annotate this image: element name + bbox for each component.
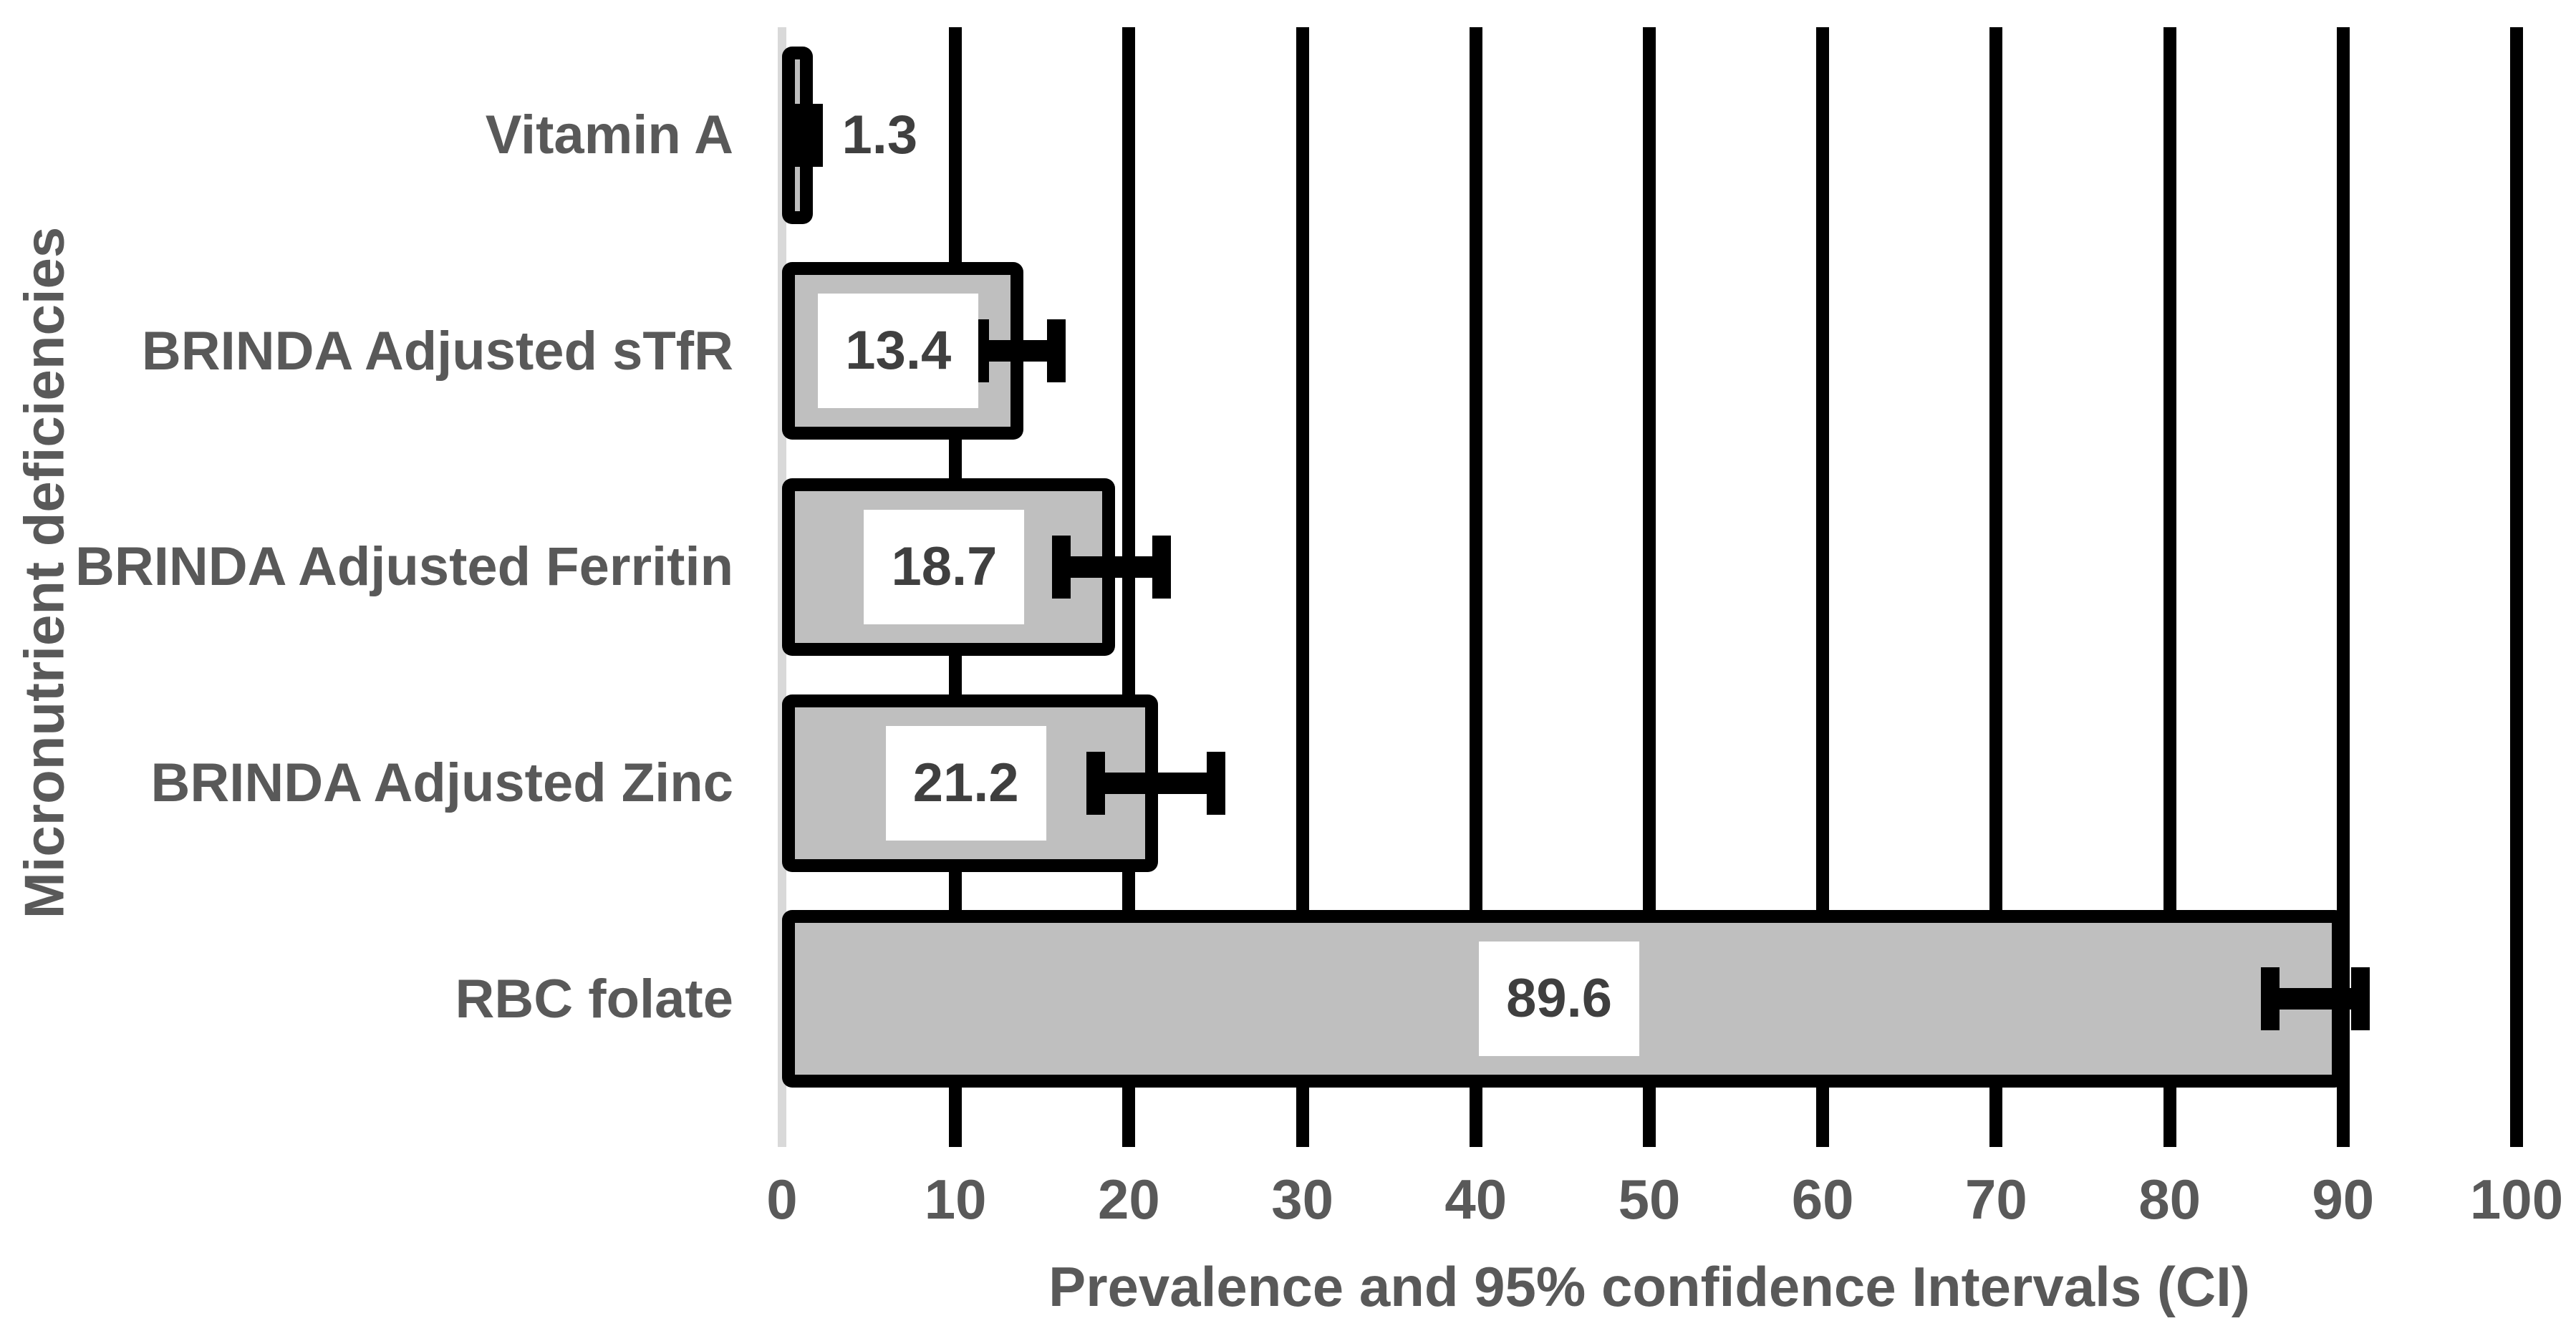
x-tick-label-100: 100 bbox=[2469, 1168, 2564, 1231]
x-tick-label-0: 0 bbox=[766, 1168, 798, 1231]
bar-row: 89.6 bbox=[782, 891, 2517, 1107]
error-bar-cap-high bbox=[1046, 319, 1066, 383]
bar-row: 1.3 bbox=[782, 27, 2517, 243]
error-bar-cap-low bbox=[1086, 751, 1106, 815]
error-bar-cap-low bbox=[786, 103, 806, 167]
value-label: 1.3 bbox=[834, 77, 925, 193]
x-tick-label-40: 40 bbox=[1444, 1168, 1508, 1231]
category-label: BRINDA Adjusted sTfR bbox=[141, 320, 733, 382]
category-axis: Vitamin A BRINDA Adjusted sTfR BRINDA Adju… bbox=[74, 27, 782, 1107]
category-label: BRINDA Adjusted Ferritin bbox=[74, 536, 733, 598]
category-label: RBC folate bbox=[455, 968, 733, 1030]
bar-row: 18.7 bbox=[782, 459, 2517, 675]
bar-row: 21.2 bbox=[782, 675, 2517, 891]
value-label: 18.7 bbox=[864, 509, 1025, 624]
bar-row: 13.4 bbox=[782, 243, 2517, 460]
error-bar-cap-high bbox=[1206, 751, 1225, 815]
value-label: 13.4 bbox=[818, 294, 979, 409]
error-bar-cap-high bbox=[2351, 967, 2370, 1031]
gridline-100 bbox=[2510, 27, 2523, 1147]
x-tick-label-50: 50 bbox=[1618, 1168, 1681, 1231]
gridline-70 bbox=[1989, 27, 2003, 1147]
error-bar-cap-high bbox=[804, 103, 823, 167]
error-bar-line bbox=[1096, 772, 1216, 794]
x-tick-label-80: 80 bbox=[2138, 1168, 2201, 1231]
x-axis-tick-labels: 0 10 20 30 40 50 60 70 80 90 100 bbox=[766, 1160, 2563, 1239]
x-tick-label-90: 90 bbox=[2312, 1168, 2375, 1231]
value-label: 21.2 bbox=[885, 725, 1046, 841]
error-bar-line bbox=[1061, 556, 1162, 578]
error-bar-line bbox=[980, 340, 1056, 362]
x-tick-label-70: 70 bbox=[1965, 1168, 2027, 1231]
x-tick-label-60: 60 bbox=[1791, 1168, 1854, 1231]
category-label: BRINDA Adjusted Zinc bbox=[150, 752, 733, 814]
gridline-90 bbox=[2336, 27, 2350, 1147]
value-label: 89.6 bbox=[1479, 942, 1640, 1057]
category-label: Vitamin A bbox=[485, 105, 733, 166]
error-bar-cap-low bbox=[2261, 967, 2280, 1031]
error-bar-cap-high bbox=[1152, 535, 1172, 599]
x-tick-label-30: 30 bbox=[1271, 1168, 1333, 1231]
x-tick-label-10: 10 bbox=[924, 1168, 987, 1231]
plot-area: 1.3 13.4 18.7 21.2 89.6 bbox=[778, 27, 2523, 1147]
error-bar-line bbox=[2270, 988, 2360, 1010]
gridline-80 bbox=[2163, 27, 2176, 1147]
x-axis-title: Prevalence and 95% confidence Intervals … bbox=[1048, 1255, 2250, 1318]
y-axis-title: Micronutrient deficiencies bbox=[12, 226, 76, 919]
gridline-30 bbox=[1296, 27, 1309, 1147]
error-bar-cap-low bbox=[1051, 535, 1071, 599]
gridline-60 bbox=[1816, 27, 1830, 1147]
gridline-40 bbox=[1469, 27, 1482, 1147]
gridline-50 bbox=[1643, 27, 1656, 1147]
x-tick-label-20: 20 bbox=[1098, 1168, 1160, 1231]
